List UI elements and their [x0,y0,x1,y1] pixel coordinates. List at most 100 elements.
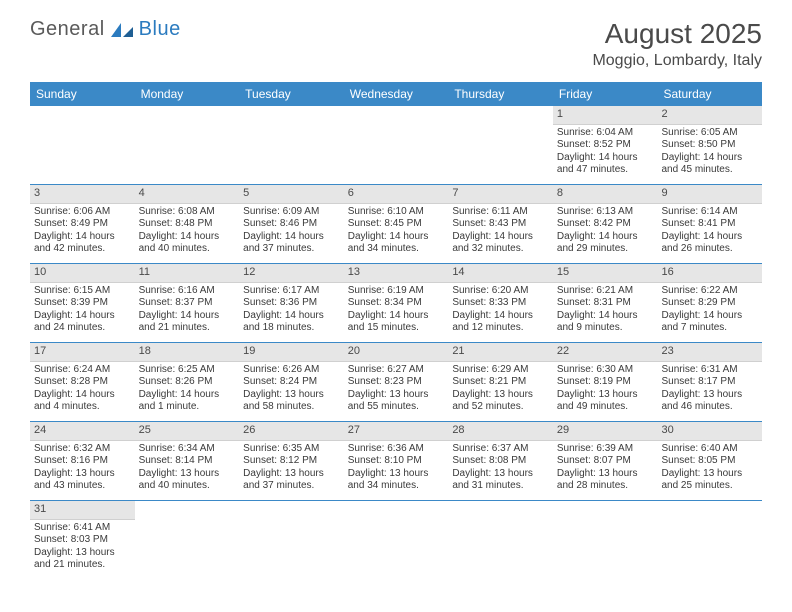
day-info-line: Sunrise: 6:25 AM [139,364,236,377]
day-body: Sunrise: 6:34 AMSunset: 8:14 PMDaylight:… [135,443,240,493]
day-number: 6 [344,185,449,204]
logo-text-blue: Blue [139,18,181,41]
day-cell: 17Sunrise: 6:24 AMSunset: 8:28 PMDayligh… [30,343,135,421]
day-body: Sunrise: 6:09 AMSunset: 8:46 PMDaylight:… [239,206,344,256]
day-info-line: and 49 minutes. [557,401,654,414]
day-info-line: and 12 minutes. [452,322,549,335]
day-info-line: Daylight: 13 hours [348,389,445,402]
day-info-line: Sunset: 8:17 PM [661,376,758,389]
day-info-line: Sunrise: 6:19 AM [348,285,445,298]
day-info-line: Sunset: 8:21 PM [452,376,549,389]
day-number: 21 [448,343,553,362]
day-info-line: Daylight: 13 hours [557,389,654,402]
day-info-line: Sunset: 8:28 PM [34,376,131,389]
empty-cell [135,106,240,184]
title-block: August 2025 Moggio, Lombardy, Italy [592,18,762,70]
day-info-line: Sunset: 8:29 PM [661,297,758,310]
day-cell: 16Sunrise: 6:22 AMSunset: 8:29 PMDayligh… [657,264,762,342]
day-header: Tuesday [239,82,344,106]
day-number: 25 [135,422,240,441]
week-row: 1Sunrise: 6:04 AMSunset: 8:52 PMDaylight… [30,106,762,185]
day-number: 10 [30,264,135,283]
day-cell: 15Sunrise: 6:21 AMSunset: 8:31 PMDayligh… [553,264,658,342]
day-info-line: Sunset: 8:39 PM [34,297,131,310]
day-info-line: Daylight: 13 hours [34,547,131,560]
day-info-line: Daylight: 14 hours [243,231,340,244]
day-number: 31 [30,501,135,520]
day-cell: 4Sunrise: 6:08 AMSunset: 8:48 PMDaylight… [135,185,240,263]
day-info-line: and 25 minutes. [661,480,758,493]
day-body: Sunrise: 6:14 AMSunset: 8:41 PMDaylight:… [657,206,762,256]
day-info-line: Sunrise: 6:22 AM [661,285,758,298]
day-cell: 31 Sunrise: 6:41 AMSunset: 8:03 PMDayligh… [30,501,135,579]
day-cell: 19Sunrise: 6:26 AMSunset: 8:24 PMDayligh… [239,343,344,421]
day-info-line: and 15 minutes. [348,322,445,335]
day-info-line: Daylight: 14 hours [557,310,654,323]
day-number: 2 [657,106,762,125]
day-cell: 1Sunrise: 6:04 AMSunset: 8:52 PMDaylight… [553,106,658,184]
month-title: August 2025 [592,18,762,50]
day-info-line: Sunset: 8:37 PM [139,297,236,310]
day-cell: 22Sunrise: 6:30 AMSunset: 8:19 PMDayligh… [553,343,658,421]
day-info-line: Daylight: 13 hours [34,468,131,481]
day-info-line: and 7 minutes. [661,322,758,335]
day-body: Sunrise: 6:41 AMSunset: 8:03 PMDaylight:… [30,522,135,572]
location: Moggio, Lombardy, Italy [592,52,762,70]
day-info-line: Daylight: 14 hours [557,152,654,165]
day-info-line: Daylight: 14 hours [34,389,131,402]
day-info-line: Sunrise: 6:31 AM [661,364,758,377]
day-info-line: Sunset: 8:10 PM [348,455,445,468]
day-info-line: and 55 minutes. [348,401,445,414]
day-info-line: and 4 minutes. [34,401,131,414]
day-info-line: Daylight: 14 hours [34,231,131,244]
day-info-line: Sunrise: 6:06 AM [34,206,131,219]
empty-cell [657,501,762,579]
day-info-line: Sunrise: 6:34 AM [139,443,236,456]
day-cell: 12Sunrise: 6:17 AMSunset: 8:36 PMDayligh… [239,264,344,342]
day-body: Sunrise: 6:15 AMSunset: 8:39 PMDaylight:… [30,285,135,335]
day-body: Sunrise: 6:04 AMSunset: 8:52 PMDaylight:… [553,127,658,177]
day-info-line: and 52 minutes. [452,401,549,414]
day-header: Sunday [30,82,135,106]
day-cell: 13Sunrise: 6:19 AMSunset: 8:34 PMDayligh… [344,264,449,342]
day-info-line: and 40 minutes. [139,480,236,493]
day-info-line: Sunset: 8:46 PM [243,218,340,231]
day-info-line: Daylight: 13 hours [243,468,340,481]
day-header: Thursday [448,82,553,106]
day-body: Sunrise: 6:19 AMSunset: 8:34 PMDaylight:… [344,285,449,335]
weeks-container: 1Sunrise: 6:04 AMSunset: 8:52 PMDaylight… [30,106,762,579]
day-info-line: Daylight: 14 hours [661,231,758,244]
empty-daynum [239,106,344,124]
day-info-line: Sunrise: 6:30 AM [557,364,654,377]
day-info-line: Sunrise: 6:41 AM [34,522,131,535]
day-cell: 3Sunrise: 6:06 AMSunset: 8:49 PMDaylight… [30,185,135,263]
week-row: 3Sunrise: 6:06 AMSunset: 8:49 PMDaylight… [30,185,762,264]
day-number: 29 [553,422,658,441]
day-info-line: Daylight: 14 hours [661,310,758,323]
day-info-line: Sunset: 8:07 PM [557,455,654,468]
day-info-line: and 31 minutes. [452,480,549,493]
day-number: 18 [135,343,240,362]
day-info-line: and 29 minutes. [557,243,654,256]
day-body: Sunrise: 6:22 AMSunset: 8:29 PMDaylight:… [657,285,762,335]
day-body: Sunrise: 6:31 AMSunset: 8:17 PMDaylight:… [657,364,762,414]
day-info-line: Sunrise: 6:40 AM [661,443,758,456]
day-info-line: and 58 minutes. [243,401,340,414]
day-info-line: Sunrise: 6:11 AM [452,206,549,219]
day-info-line: Daylight: 14 hours [139,231,236,244]
day-body: Sunrise: 6:11 AMSunset: 8:43 PMDaylight:… [448,206,553,256]
day-info-line: Sunrise: 6:16 AM [139,285,236,298]
day-info-line: Daylight: 13 hours [348,468,445,481]
day-body: Sunrise: 6:13 AMSunset: 8:42 PMDaylight:… [553,206,658,256]
day-info-line: Sunset: 8:03 PM [34,534,131,547]
day-info-line: Sunset: 8:34 PM [348,297,445,310]
day-info-line: Sunrise: 6:08 AM [139,206,236,219]
day-number: 8 [553,185,658,204]
day-info-line: and 40 minutes. [139,243,236,256]
day-info-line: and 37 minutes. [243,480,340,493]
day-number: 27 [344,422,449,441]
logo-text-general: General [30,18,105,41]
day-number: 11 [135,264,240,283]
day-info-line: Sunset: 8:19 PM [557,376,654,389]
day-body: Sunrise: 6:37 AMSunset: 8:08 PMDaylight:… [448,443,553,493]
